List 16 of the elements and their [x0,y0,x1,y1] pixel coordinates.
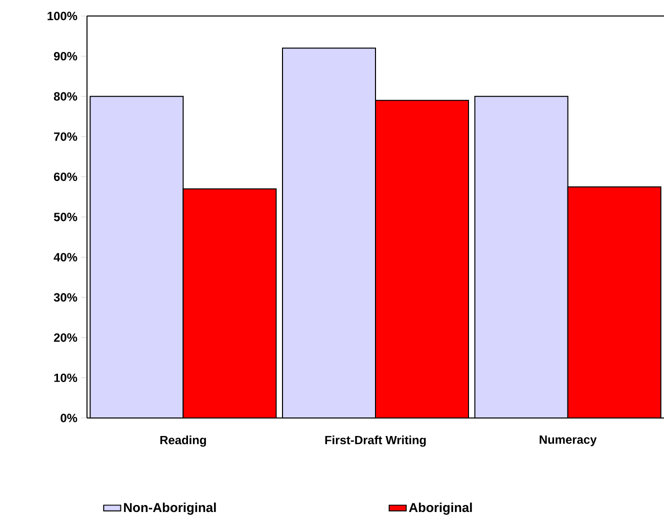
y-tick-label: 70% [54,132,78,141]
y-tick-label: 30% [54,293,78,302]
x-tick-label: Reading [160,436,206,447]
y-tick-label: 50% [54,212,78,222]
y-tick-label: 80% [54,92,78,101]
y-tick-label: 90% [54,52,78,60]
y-tick-label: 100% [48,12,78,20]
y-tick-label: 20% [54,333,78,342]
legend-label: Non-Aboriginal [124,502,216,515]
x-tick-label: First-Draft Writing [325,436,426,447]
legend-label: Aboriginal [409,502,472,515]
x-tick-label: Numeracy [540,436,597,446]
y-tick-label: 60% [54,172,78,182]
y-tick-label: 10% [54,374,78,382]
y-tick-label: 0% [60,414,78,422]
y-tick-label: 40% [54,252,78,262]
